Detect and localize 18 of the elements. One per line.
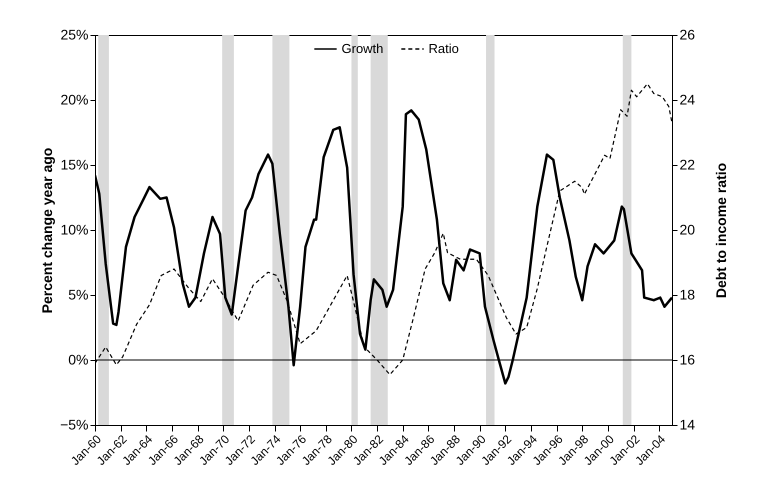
legend-label: Growth — [342, 41, 384, 56]
y-tick-label: 15% — [60, 156, 88, 172]
y-axis-title: Percent change year ago — [39, 148, 56, 314]
y2-axis-title: Debt to income ratio — [713, 162, 730, 298]
y2-tick-label: 26 — [680, 26, 696, 42]
y-tick-label: 0% — [68, 352, 88, 368]
legend-label: Ratio — [428, 41, 459, 56]
y-tick-label: −5% — [60, 416, 88, 432]
y2-tick-label: 24 — [680, 92, 696, 108]
y2-tick-label: 16 — [680, 352, 696, 368]
y-tick-label: 20% — [60, 92, 88, 108]
y2-tick-label: 22 — [680, 156, 696, 172]
y2-tick-label: 18 — [680, 286, 696, 302]
y2-tick-label: 14 — [680, 416, 696, 432]
y-tick-label: 5% — [68, 286, 88, 302]
y2-tick-label: 20 — [680, 222, 696, 238]
y-tick-label: 10% — [60, 222, 88, 238]
y-tick-label: 25% — [60, 26, 88, 42]
